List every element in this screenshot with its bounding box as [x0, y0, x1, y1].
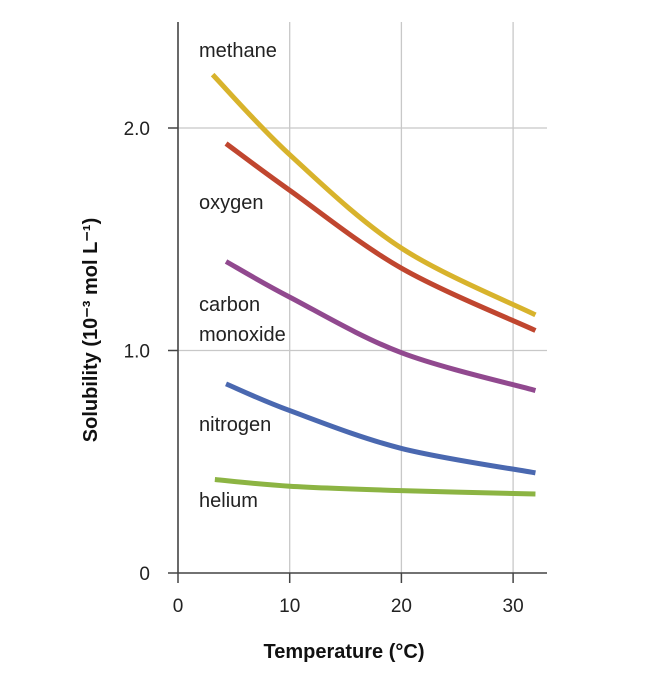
- series-label-nitrogen: nitrogen: [199, 414, 271, 436]
- series-label-carbon-monoxide: carbon: [199, 294, 260, 316]
- series-line-oxygen: [224, 141, 537, 333]
- series-label-oxygen: oxygen: [199, 192, 264, 214]
- x-tick-label: 0: [173, 596, 184, 617]
- series-label-carbon-monoxide: monoxide: [199, 324, 286, 346]
- series-label-helium: helium: [199, 490, 258, 512]
- series-line-carbon-monoxide: [224, 259, 537, 393]
- x-tick-label: 30: [503, 596, 524, 617]
- x-tick-label: 10: [279, 596, 300, 617]
- series-label-methane: methane: [199, 40, 277, 62]
- series-line-helium: [214, 477, 536, 497]
- y-tick-label: 0: [139, 564, 150, 585]
- y-tick-label: 2.0: [124, 119, 150, 140]
- x-axis-label: Temperature (°C): [264, 641, 425, 663]
- series-lines: [210, 72, 537, 497]
- y-axis-label: Solubility (10⁻³ mol L⁻¹): [80, 218, 102, 442]
- axes: 0 10 20 30 0 1.0 2.0: [124, 22, 547, 617]
- series-labels: methane oxygen carbon monoxide nitrogen heliu…: [199, 40, 286, 512]
- x-tick-label: 20: [391, 596, 412, 617]
- series-line-nitrogen: [225, 381, 536, 476]
- series-line-methane: [210, 72, 537, 318]
- y-tick-label: 1.0: [124, 342, 150, 363]
